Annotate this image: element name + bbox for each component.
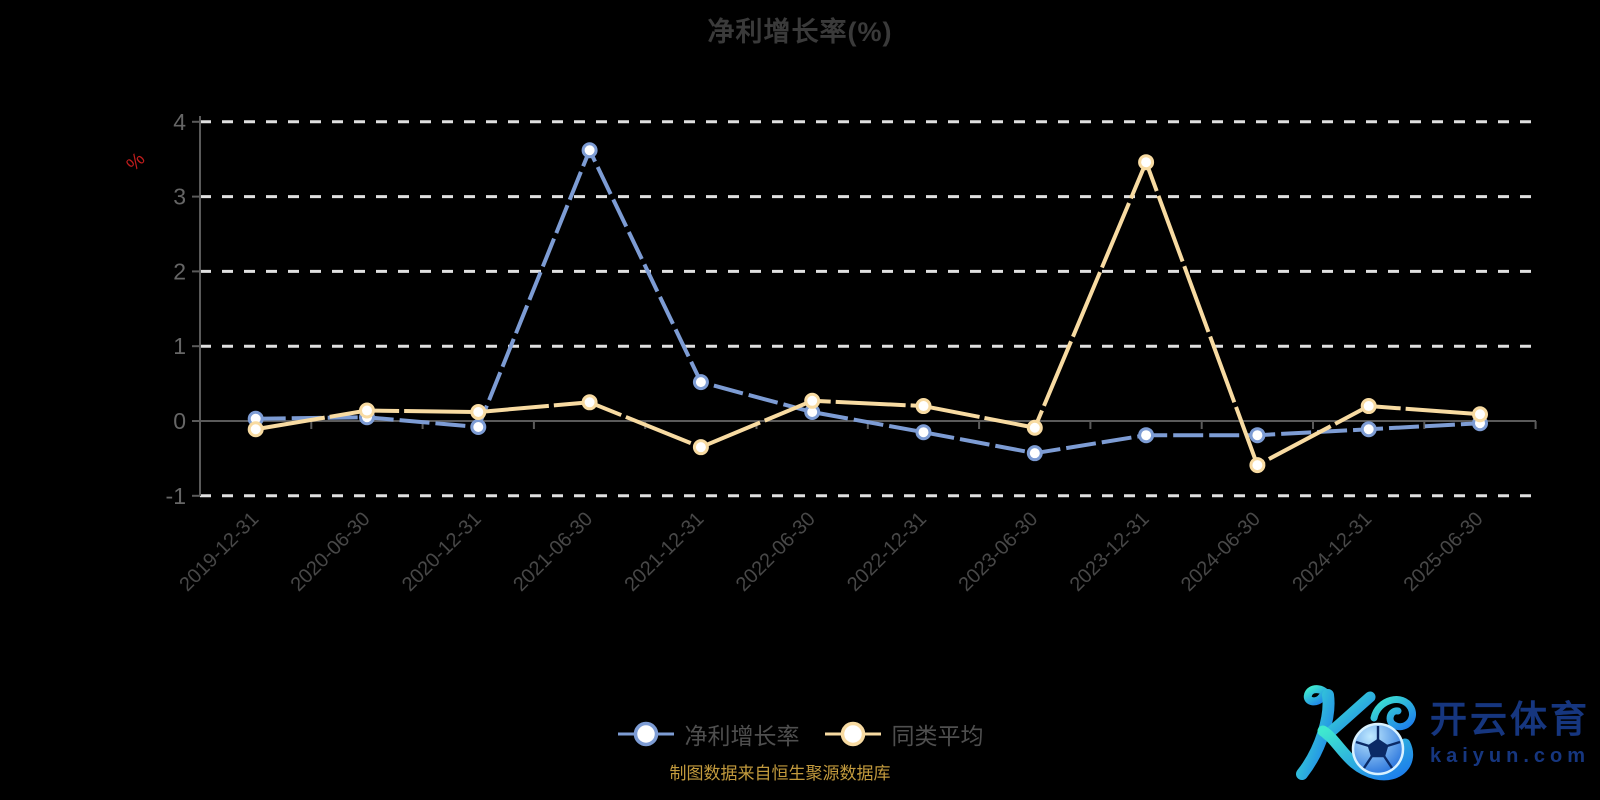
data-point[interactable] [692,439,709,456]
data-point[interactable] [1360,398,1377,415]
data-point[interactable] [1026,445,1043,462]
data-point[interactable] [247,421,264,438]
x-tick-label: 2024-06-30 [1177,508,1265,596]
y-tick-label: 3 [173,184,186,210]
x-tick-label: 2023-12-31 [1066,508,1154,596]
data-point[interactable] [915,424,932,441]
series-line [255,148,1481,456]
legend-item-net-profit-growth[interactable]: 净利增长率 [617,717,800,751]
data-point[interactable] [1026,419,1043,436]
data-point[interactable] [1138,427,1155,444]
line-series-marker-icon [824,721,881,747]
data-point[interactable] [581,142,598,159]
data-source-note: 制图数据来自恒生聚源数据库 [669,764,891,783]
y-tick-label: 0 [173,408,186,434]
data-point[interactable] [1360,421,1377,438]
chart-legend: 净利增长率 同类平均 [0,716,1600,752]
data-point[interactable] [470,404,487,421]
data-point[interactable] [1472,406,1488,423]
legend-label: 净利增长率 [684,723,800,749]
legend-item-peer-average[interactable]: 同类平均 [824,717,984,751]
logo-brand-name: 开云体育 [1430,699,1590,740]
kaiyun-k-soccer-icon [1296,685,1416,781]
data-point[interactable] [1249,457,1266,474]
x-tick-label: 2020-12-31 [398,508,486,596]
x-tick-label: 2022-12-31 [843,508,931,596]
logo-domain: kaiyun.com [1430,744,1591,767]
y-tick-label: -1 [166,483,186,509]
x-tick-label: 2024-12-31 [1288,508,1376,596]
x-tick-label: 2021-06-30 [509,508,597,596]
data-point[interactable] [1249,427,1266,444]
x-tick-label: 2019-12-31 [175,508,263,596]
x-tick-label: 2020-06-30 [287,508,375,596]
data-point[interactable] [581,394,598,411]
kaiyun-logo[interactable]: 开云体育 kaiyun.com [1290,684,1590,788]
data-point[interactable] [915,398,932,415]
y-axis-name: % [123,149,150,176]
data-point[interactable] [470,418,487,435]
x-tick-label: 2021-12-31 [621,508,709,596]
x-tick-label: 2023-06-30 [954,508,1042,596]
data-point[interactable] [692,374,709,391]
y-tick-label: 4 [173,109,186,135]
data-point[interactable] [804,392,821,409]
legend-label: 同类平均 [891,723,984,749]
x-tick-label: 2022-06-30 [732,508,820,596]
data-point[interactable] [1138,154,1155,171]
x-tick-label: 2025-06-30 [1400,508,1488,596]
data-point[interactable] [359,402,375,419]
series-line [255,160,1481,468]
y-tick-label: 2 [173,258,186,284]
chart-title: 净利增长率(%) [707,17,893,47]
y-tick-label: 1 [173,333,186,359]
line-series-marker-icon [617,721,674,747]
